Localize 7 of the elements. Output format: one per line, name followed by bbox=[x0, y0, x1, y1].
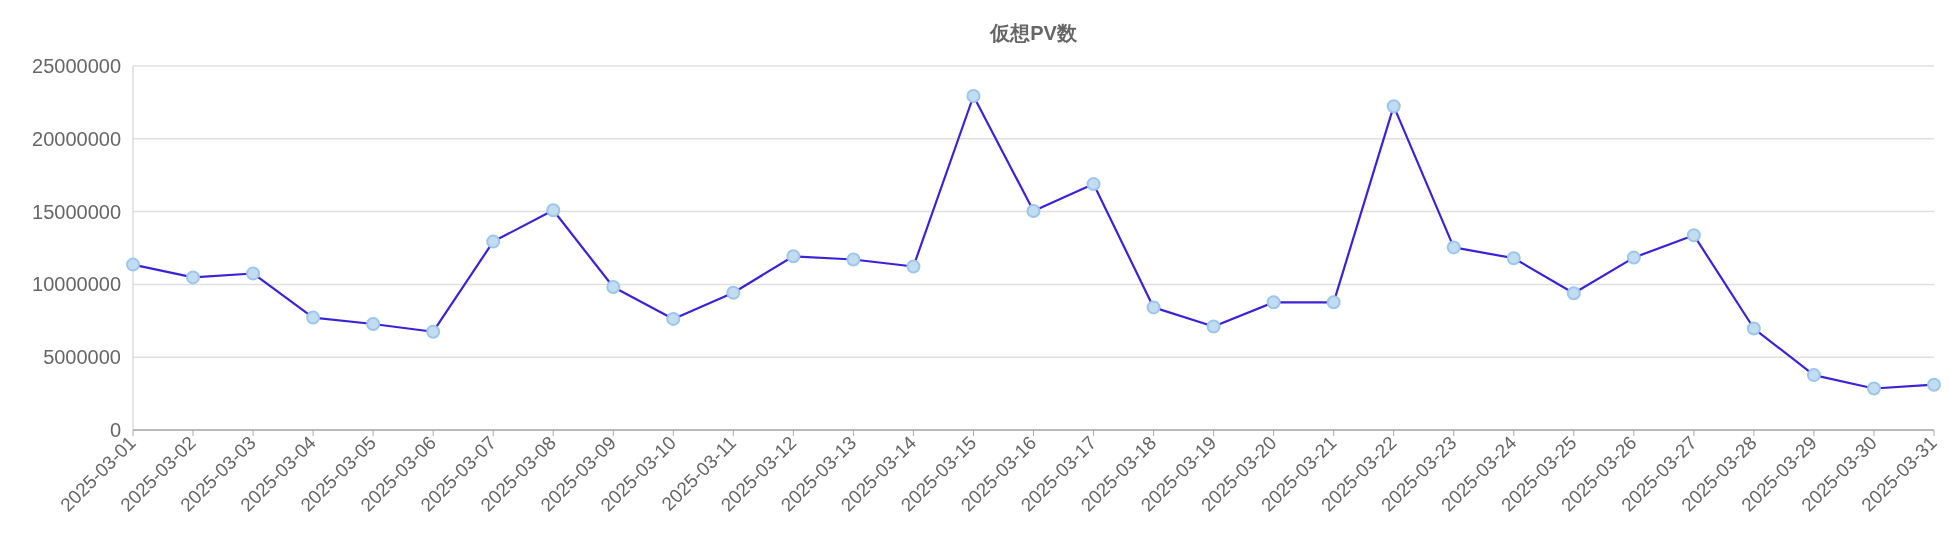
y-tick-label: 20000000 bbox=[32, 127, 121, 150]
y-tick-label: 15000000 bbox=[32, 200, 121, 223]
y-tick-label: 10000000 bbox=[32, 273, 121, 296]
y-tick-label: 25000000 bbox=[32, 55, 121, 77]
y-tick-label: 0 bbox=[109, 419, 121, 441]
y-tick-label: 5000000 bbox=[43, 346, 121, 369]
chart-title: 仮想PV数 bbox=[989, 22, 1078, 44]
